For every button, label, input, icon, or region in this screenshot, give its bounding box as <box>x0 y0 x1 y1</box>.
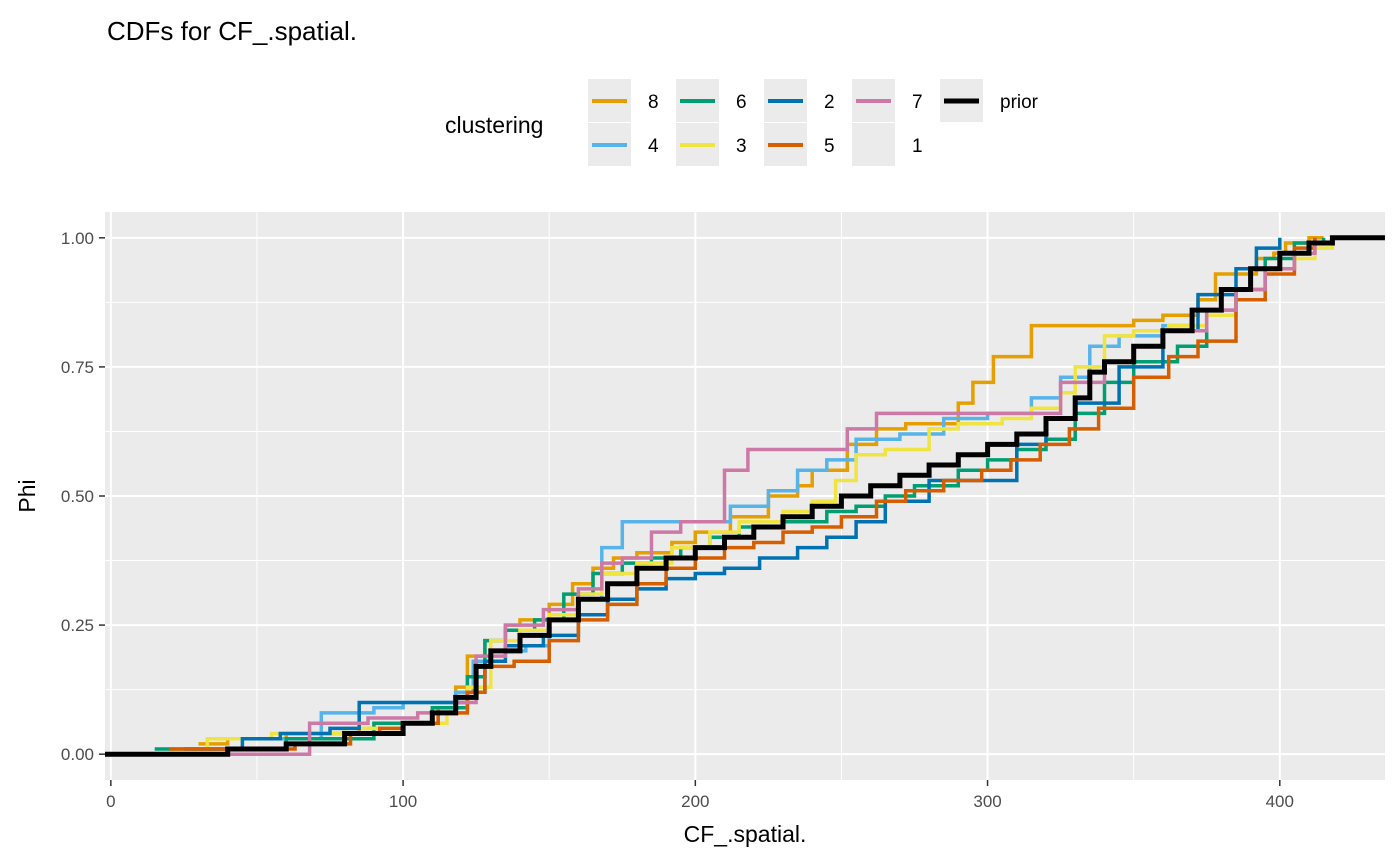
y-tick-label: 0.50 <box>61 487 94 506</box>
x-axis: 0 100 200 300 400 <box>106 780 1294 811</box>
legend-key-bg <box>852 123 895 166</box>
series-line-2 <box>183 237 1282 751</box>
legend-label-2: 2 <box>824 92 835 113</box>
y-tick-label: 0.00 <box>61 745 94 764</box>
x-tick-label: 0 <box>106 792 115 811</box>
legend-label-1: 1 <box>912 136 923 157</box>
legend: clustering 8 4 6 3 2 5 7 1 prior <box>445 79 1039 166</box>
y-axis-title: Phi <box>14 479 40 512</box>
legend-label-3: 3 <box>736 136 747 157</box>
legend-label-4: 4 <box>648 136 659 157</box>
grid-lines <box>105 212 1385 780</box>
legend-label-7: 7 <box>912 92 923 113</box>
series-line-7 <box>227 237 1335 756</box>
x-tick-label: 100 <box>389 792 417 811</box>
legend-label-8: 8 <box>648 92 659 113</box>
x-axis-title: CF_.spatial. <box>684 821 807 847</box>
series-line-prior <box>105 235 1385 757</box>
x-tick-label: 300 <box>973 792 1001 811</box>
legend-label-prior: prior <box>1000 92 1039 113</box>
y-tick-label: 0.25 <box>61 616 94 635</box>
series-lines <box>105 235 1385 757</box>
x-tick-label: 200 <box>681 792 709 811</box>
legend-title: clustering <box>445 112 543 138</box>
series-line-5 <box>169 237 1317 751</box>
y-tick-label: 1.00 <box>61 229 94 248</box>
legend-label-6: 6 <box>736 92 747 113</box>
y-tick-label: 0.75 <box>61 358 94 377</box>
chart-title: CDFs for CF_.spatial. <box>107 16 357 46</box>
y-axis: 0.00 0.25 0.50 0.75 1.00 <box>61 229 105 764</box>
x-tick-label: 400 <box>1266 792 1294 811</box>
series-line-4 <box>257 237 1317 741</box>
legend-label-5: 5 <box>824 136 835 157</box>
